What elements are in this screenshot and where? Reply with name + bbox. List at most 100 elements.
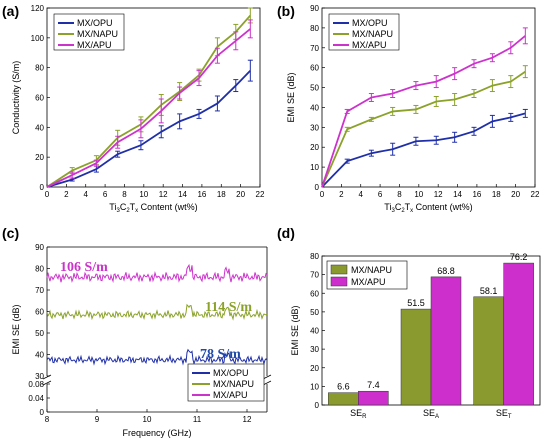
- x-category-label: SER: [350, 408, 367, 420]
- x-tick-label: 4: [359, 190, 364, 199]
- label-text: C: [120, 202, 127, 212]
- y-tick-label: 70: [35, 286, 44, 295]
- conductivity-annotation: 106 S/m: [60, 260, 108, 275]
- y-tick-label: 40: [310, 327, 319, 336]
- x-tick-label: 6: [103, 190, 108, 199]
- y-tick-label: 40: [35, 351, 44, 360]
- y-tick-label: 0: [315, 401, 320, 410]
- y-tick-label: 60: [310, 289, 319, 298]
- data-label: 76.2: [510, 252, 528, 262]
- label-text: SE: [350, 408, 362, 418]
- subscript-text: 2: [401, 208, 405, 214]
- panel-label-c: (c): [2, 225, 19, 241]
- series-mx-opu: [321, 108, 528, 188]
- x-category-label: SET: [496, 408, 512, 420]
- data-label: 58.1: [480, 286, 498, 296]
- x-tick-label: 8: [397, 190, 402, 199]
- y-tick-label: 60: [310, 64, 319, 73]
- y-axis-label: EMI SE (dB): [290, 305, 300, 355]
- x-tick-label: 0: [320, 190, 325, 199]
- y-tick-label: 60: [35, 308, 44, 317]
- label-text: Content (wt%): [413, 202, 473, 212]
- label-text: T: [405, 202, 411, 212]
- x-tick-label: 8: [45, 415, 50, 424]
- x-tick-label: 16: [197, 190, 206, 199]
- x-tick-label: 9: [95, 415, 100, 424]
- subscript-text: 3: [391, 208, 395, 214]
- plot-frame: [321, 7, 536, 188]
- y-tick-label: 70: [310, 271, 319, 280]
- x-axis-label: Frequency (GHz): [122, 428, 191, 438]
- label-text: Content (wt%): [138, 202, 198, 212]
- x-tick-label: 14: [453, 190, 462, 199]
- y-tick-label: 10: [310, 163, 319, 172]
- legend-label: MX/OPU: [77, 18, 113, 28]
- bar-mx-napu: [400, 308, 432, 406]
- legend-label: MX/OPU: [352, 18, 388, 28]
- panel-label-b: (b): [277, 3, 295, 19]
- legend-label: MX/APU: [351, 277, 386, 287]
- y-axis-label: EMI SE (dB): [11, 304, 21, 354]
- conductivity-annotation: 114 S/m: [205, 300, 252, 315]
- axis-break-mark: [42, 380, 52, 386]
- series-line-mx-apu: [46, 263, 268, 284]
- y-tick-label: 30: [310, 345, 319, 354]
- x-tick-label: 2: [64, 190, 69, 199]
- label-text: C: [395, 202, 402, 212]
- y-tick-label: 120: [31, 4, 45, 13]
- y-tick-label: 60: [35, 94, 44, 103]
- label-text: SE: [496, 408, 508, 418]
- y-axis-label: EMI SE (dB): [286, 72, 296, 122]
- label-text: Ti: [384, 202, 391, 212]
- data-label: 7.4: [367, 380, 380, 390]
- y-tick-label: 20: [310, 364, 319, 373]
- subscript-text: T: [508, 414, 512, 420]
- x-tick-label: 10: [139, 190, 148, 199]
- y-tick-label: 30: [35, 372, 44, 381]
- x-tick-label: 22: [256, 190, 265, 199]
- panel-label-a: (a): [2, 3, 19, 19]
- subscript-text: R: [362, 414, 367, 420]
- y-tick-label: 0: [40, 408, 45, 417]
- conductivity-annotation: 78 S/m: [200, 347, 241, 362]
- data-label: 68.8: [437, 266, 455, 276]
- label-text: Ti: [109, 202, 116, 212]
- subscript-text: 2: [126, 208, 130, 214]
- y-tick-label: 100: [31, 34, 45, 43]
- x-axis-label: Ti3C2Tx Content (wt%): [384, 202, 472, 214]
- y-tick-label: 20: [35, 153, 44, 162]
- y-tick-label: 80: [310, 24, 319, 33]
- x-tick-label: 11: [193, 415, 202, 424]
- series-line-mx-opu: [46, 348, 268, 366]
- x-tick-label: 0: [45, 190, 50, 199]
- series-line: [46, 70, 251, 188]
- bar-mx-apu: [503, 262, 534, 406]
- panel-label-d: (d): [277, 225, 295, 241]
- bar-mx-apu: [358, 390, 389, 406]
- x-tick-label: 18: [492, 190, 501, 199]
- subscript-text: 3: [116, 208, 120, 214]
- x-axis-label: Ti3C2Tx Content (wt%): [109, 202, 197, 214]
- y-tick-label: 50: [35, 329, 44, 338]
- series-line-mx-napu: [46, 303, 268, 321]
- y-tick-label: 40: [310, 103, 319, 112]
- x-tick-label: 14: [178, 190, 187, 199]
- subscript-text: A: [435, 414, 439, 420]
- x-tick-label: 10: [143, 415, 152, 424]
- series-line: [321, 35, 526, 188]
- legend-label: MX/APU: [352, 40, 387, 50]
- bar-mx-napu: [328, 392, 359, 406]
- legend-label: MX/NAPU: [213, 379, 254, 389]
- series-line: [321, 112, 526, 188]
- series-line: [46, 28, 251, 188]
- y-tick-label: 90: [310, 4, 319, 13]
- x-tick-label: 22: [531, 190, 540, 199]
- y-tick-label: 30: [310, 123, 319, 132]
- y-tick-label: 80: [35, 64, 44, 73]
- y-tick-label: 80: [35, 265, 44, 274]
- series-mx-napu: [321, 65, 528, 188]
- x-tick-label: 2: [339, 190, 344, 199]
- y-tick-label: 70: [310, 44, 319, 53]
- x-tick-label: 20: [511, 190, 520, 199]
